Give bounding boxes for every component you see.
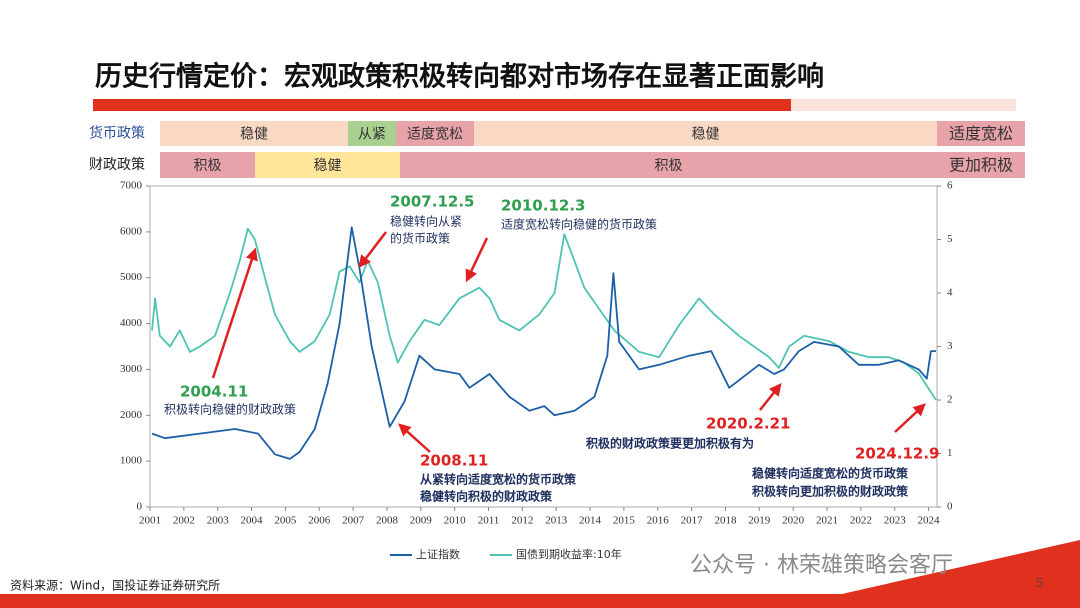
annotation-date: 2020.2.21 xyxy=(706,415,790,433)
policy-segment-label: 稳健 xyxy=(240,127,268,143)
legend-label: 上证指数 xyxy=(416,547,460,561)
policy-segment xyxy=(160,121,348,146)
legend-label: 国债到期收益率:10年 xyxy=(516,547,622,561)
annotation-arrow xyxy=(211,247,258,379)
annotation-text: 适度宽松转向稳健的货币政策 xyxy=(501,217,657,232)
x-tick-label: 2021 xyxy=(816,515,838,527)
title-bar-light xyxy=(791,99,1016,111)
annotation-date: 2010.12.3 xyxy=(501,197,585,215)
policy-segment-label: 积极 xyxy=(194,158,222,174)
annotation-text: 稳健转向积极的财政政策 xyxy=(420,489,553,504)
y2-tick-label: 0 xyxy=(947,501,953,513)
policy-segment xyxy=(348,121,396,146)
x-tick-label: 2013 xyxy=(545,515,568,527)
y2-tick-label: 1 xyxy=(947,447,953,459)
annotation-text: 积极的财政政策要更加积极有为 xyxy=(586,436,754,451)
policy-row-label: 财政政策 xyxy=(89,156,145,173)
x-tick-label: 2014 xyxy=(579,515,602,527)
x-tick-label: 2001 xyxy=(139,515,161,527)
x-tick-label: 2024 xyxy=(918,515,941,527)
x-tick-label: 2022 xyxy=(850,515,872,527)
footer-bar xyxy=(0,594,1080,608)
y-tick-label: 7000 xyxy=(120,180,143,192)
policy-segment xyxy=(160,152,255,178)
x-tick-label: 2008 xyxy=(376,515,399,527)
policy-row-label: 货币政策 xyxy=(89,125,145,142)
annotation-arrow xyxy=(894,403,926,433)
x-tick-label: 2006 xyxy=(308,515,331,527)
policy-segment-label: 适度宽松 xyxy=(949,124,1013,143)
x-tick-label: 2009 xyxy=(410,515,433,527)
annotation-date: 2004.11 xyxy=(180,383,248,401)
title-bar xyxy=(93,99,791,111)
y-tick-label: 4000 xyxy=(120,317,143,329)
slide-title: 历史行情定价：宏观政策积极转向都对市场存在显著正面影响 xyxy=(95,61,824,93)
series-line xyxy=(151,227,937,401)
x-tick-label: 2007 xyxy=(342,515,365,527)
x-tick-label: 2015 xyxy=(613,515,636,527)
policy-segment xyxy=(937,121,1025,146)
annotation-arrow xyxy=(759,383,782,411)
policy-segment xyxy=(396,121,474,146)
y-tick-label: 3000 xyxy=(120,363,143,375)
x-tick-label: 2018 xyxy=(714,515,737,527)
annotation-text: 稳健转向适度宽松的货币政策 xyxy=(752,466,909,481)
policy-segment-label: 从紧 xyxy=(358,127,386,143)
policy-segment xyxy=(400,152,937,178)
y-tick-label: 0 xyxy=(137,501,143,513)
annotation-text: 积极转向稳健的财政政策 xyxy=(164,402,296,417)
y-tick-label: 1000 xyxy=(120,455,143,467)
x-tick-label: 2016 xyxy=(647,515,670,527)
y2-tick-label: 5 xyxy=(947,233,953,245)
x-tick-label: 2012 xyxy=(511,515,533,527)
annotation-date: 2008.11 xyxy=(420,452,488,470)
x-tick-label: 2023 xyxy=(884,515,907,527)
policy-segment xyxy=(474,121,937,146)
annotation-date: 2007.12.5 xyxy=(390,193,474,211)
policy-segment xyxy=(255,152,400,178)
y-tick-label: 2000 xyxy=(120,409,143,421)
y2-tick-label: 4 xyxy=(947,287,953,299)
policy-segment-label: 适度宽松 xyxy=(407,126,463,143)
x-tick-label: 2005 xyxy=(274,515,297,527)
policy-segment-label: 稳健 xyxy=(692,127,720,143)
x-tick-label: 2011 xyxy=(478,515,500,527)
annotation-date: 2024.12.9 xyxy=(855,445,939,463)
annotation-text: 积极转向更加积极的财政政策 xyxy=(752,484,909,499)
x-tick-label: 2020 xyxy=(782,515,805,527)
watermark: 公众号 · 林荣雄策略会客厅 xyxy=(690,553,953,578)
x-tick-label: 2017 xyxy=(681,515,704,527)
source: 资料来源：Wind，国投证券证券研究所 xyxy=(10,578,220,593)
policy-segment-label: 积极 xyxy=(655,158,683,174)
x-tick-label: 2019 xyxy=(748,515,771,527)
y2-tick-label: 6 xyxy=(947,180,953,192)
y2-tick-label: 2 xyxy=(947,394,953,406)
y-tick-label: 6000 xyxy=(120,225,143,237)
series-line xyxy=(151,226,936,460)
policy-segment-label: 稳健 xyxy=(314,158,342,174)
annotation-arrow xyxy=(358,231,387,268)
y-tick-label: 5000 xyxy=(120,271,143,283)
x-tick-label: 2010 xyxy=(444,515,467,527)
policy-segment-label: 更加积极 xyxy=(949,156,1013,175)
y2-tick-label: 3 xyxy=(947,340,953,352)
x-tick-label: 2004 xyxy=(241,515,264,527)
x-tick-label: 2002 xyxy=(173,515,195,527)
annotation-text: 的货币政策 xyxy=(390,231,450,246)
annotation-text: 稳健转向从紧 xyxy=(390,214,462,229)
annotation-text: 从紧转向适度宽松的货币政策 xyxy=(420,472,577,487)
annotation-arrow xyxy=(398,423,431,453)
corner-shape xyxy=(780,540,1080,608)
policy-segment xyxy=(937,152,1025,178)
x-tick-label: 2003 xyxy=(207,515,230,527)
annotation-arrow xyxy=(465,237,489,283)
page-number: 5 xyxy=(1036,576,1043,591)
